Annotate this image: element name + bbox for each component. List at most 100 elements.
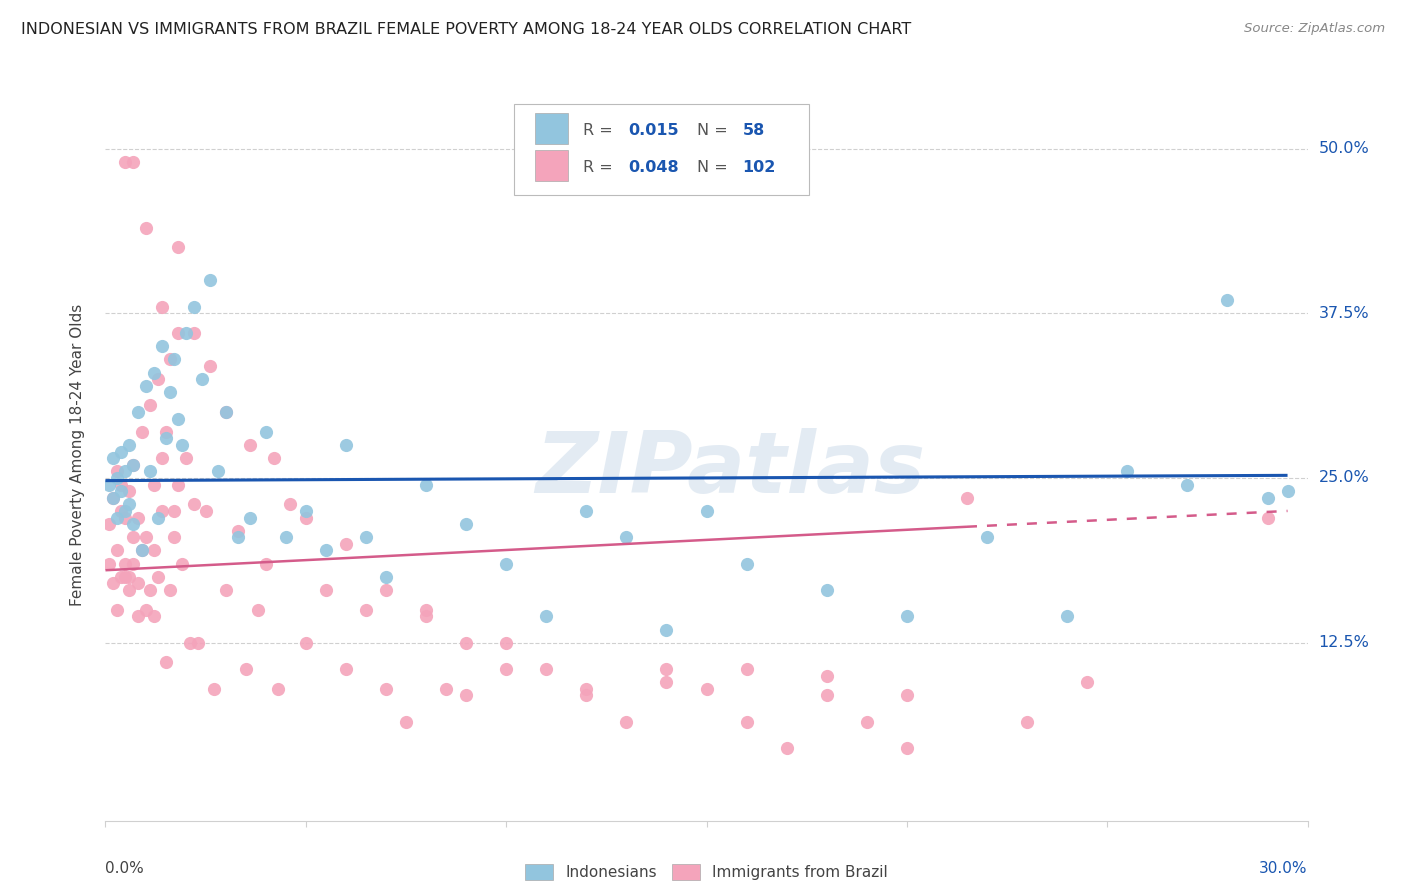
Point: [415, 603, 437, 617]
Point: [855, 714, 877, 729]
Point: [107, 603, 129, 617]
Point: [150, 451, 173, 466]
Point: [1216, 293, 1239, 307]
Point: [815, 582, 838, 597]
Point: [374, 582, 398, 597]
Point: [114, 570, 136, 584]
Point: [103, 576, 125, 591]
Text: 0.015: 0.015: [628, 123, 679, 138]
Point: [815, 668, 838, 682]
Point: [98, 517, 121, 532]
Point: [335, 537, 357, 551]
Point: [616, 714, 638, 729]
Point: [655, 662, 678, 676]
Point: [118, 497, 141, 511]
Point: [198, 273, 221, 287]
Point: [896, 609, 918, 624]
Point: [214, 582, 236, 597]
Point: [1076, 675, 1098, 690]
Text: 12.5%: 12.5%: [1319, 635, 1369, 650]
Point: [415, 609, 437, 624]
Point: [374, 570, 398, 584]
Point: [170, 438, 193, 452]
Point: [575, 689, 598, 703]
Point: [315, 543, 337, 558]
Point: [207, 464, 229, 478]
Text: 50.0%: 50.0%: [1319, 141, 1369, 156]
Point: [1056, 609, 1078, 624]
Point: [122, 517, 145, 532]
Point: [127, 510, 149, 524]
Point: [495, 662, 517, 676]
Point: [434, 681, 457, 696]
Text: 25.0%: 25.0%: [1319, 470, 1369, 485]
Point: [135, 220, 157, 235]
Point: [174, 326, 197, 340]
Point: [214, 405, 236, 419]
Point: [159, 385, 181, 400]
Point: [735, 557, 758, 571]
Point: [374, 681, 398, 696]
Point: [122, 458, 145, 472]
Point: [278, 497, 301, 511]
Point: [183, 326, 205, 340]
Point: [415, 477, 437, 491]
Point: [118, 582, 141, 597]
Point: [1177, 477, 1199, 491]
Point: [122, 458, 145, 472]
Point: [122, 557, 145, 571]
Point: [114, 154, 136, 169]
Point: [198, 359, 221, 373]
Point: [110, 504, 132, 518]
Point: [655, 623, 678, 637]
Point: [194, 504, 217, 518]
Text: INDONESIAN VS IMMIGRANTS FROM BRAZIL FEMALE POVERTY AMONG 18-24 YEAR OLDS CORREL: INDONESIAN VS IMMIGRANTS FROM BRAZIL FEM…: [21, 22, 911, 37]
Point: [1257, 510, 1279, 524]
Point: [162, 530, 184, 544]
Point: [239, 438, 262, 452]
Point: [495, 636, 517, 650]
Point: [146, 510, 169, 524]
Point: [166, 240, 188, 254]
Point: [155, 656, 177, 670]
Point: [295, 510, 318, 524]
Text: R =: R =: [582, 123, 617, 138]
Point: [1257, 491, 1279, 505]
Point: [114, 464, 136, 478]
Point: [114, 557, 136, 571]
Point: [127, 405, 149, 419]
Legend: Indonesians, Immigrants from Brazil: Indonesians, Immigrants from Brazil: [519, 858, 894, 886]
Point: [896, 689, 918, 703]
Point: [155, 425, 177, 439]
Point: [127, 576, 149, 591]
Point: [110, 444, 132, 458]
Point: [142, 609, 165, 624]
Point: [976, 530, 998, 544]
Point: [295, 504, 318, 518]
Point: [1277, 484, 1299, 499]
Point: [735, 662, 758, 676]
Point: [254, 425, 277, 439]
Text: 102: 102: [742, 160, 776, 175]
Point: [98, 477, 121, 491]
Point: [131, 425, 153, 439]
Point: [735, 714, 758, 729]
Point: [142, 543, 165, 558]
Point: [127, 609, 149, 624]
Point: [246, 603, 269, 617]
Point: [696, 504, 718, 518]
Text: 0.0%: 0.0%: [105, 861, 145, 876]
Point: [118, 484, 141, 499]
Point: [142, 477, 165, 491]
Text: 30.0%: 30.0%: [1260, 861, 1308, 876]
FancyBboxPatch shape: [515, 103, 808, 195]
Point: [202, 681, 225, 696]
Point: [131, 543, 153, 558]
Point: [146, 570, 169, 584]
Point: [454, 517, 477, 532]
Point: [395, 714, 418, 729]
Point: [110, 570, 132, 584]
Point: [103, 491, 125, 505]
Point: [696, 681, 718, 696]
Point: [118, 438, 141, 452]
